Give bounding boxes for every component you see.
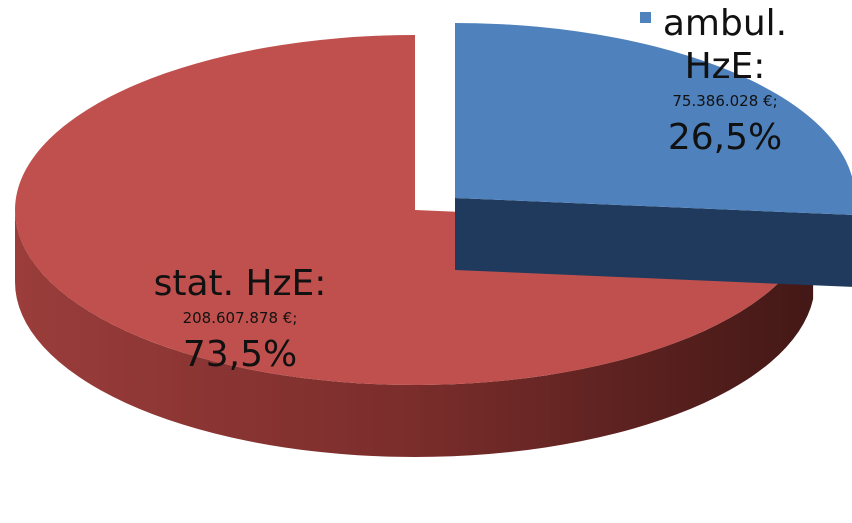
slice — [455, 23, 852, 215]
value-label: 75.386.028 €; — [672, 92, 778, 111]
legend-swatch — [147, 266, 158, 277]
percentage-label: 26,5% — [667, 117, 783, 159]
slice-face — [455, 198, 852, 287]
value-label: 208.607.878 €; — [182, 309, 298, 328]
slice-label: ambul. HzE: 75.386.028 €; 26,5% — [650, 2, 800, 160]
slice-label: stat. HzE: 208.607.878 €; 73,5% — [140, 262, 340, 376]
percentage-label: 73,5% — [182, 334, 298, 376]
category-label: stat. HzE: — [153, 263, 327, 304]
slice-side — [15, 210, 814, 457]
slice — [14, 35, 814, 385]
category-label: ambul. HzE: — [662, 3, 788, 88]
legend-swatch — [640, 12, 651, 23]
